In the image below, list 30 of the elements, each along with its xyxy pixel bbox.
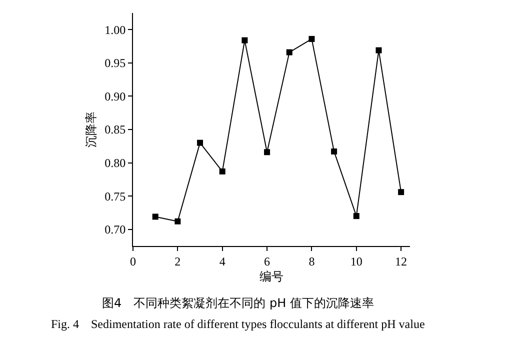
caption: 图4 不同种类絮凝剂在不同的 pH 值下的沉降速率	[102, 296, 374, 310]
x-axis-title: 编号	[260, 269, 284, 284]
x-tick-label: 4	[219, 254, 226, 268]
y-tick-label: 0.95	[104, 56, 126, 70]
x-tick-label: 2	[174, 254, 181, 268]
point	[242, 37, 248, 44]
x-tick-label: 0	[130, 254, 136, 268]
y-tick-label: 1.00	[104, 22, 126, 37]
point	[152, 214, 158, 220]
point	[398, 189, 404, 196]
y-tick-label: 0.70	[104, 222, 126, 237]
x-tick-label: 12	[395, 254, 408, 268]
x-tick-label: 10	[350, 254, 362, 268]
point	[286, 49, 292, 56]
y-tick-label: 0.80	[104, 156, 126, 170]
x-tick-label: 6	[264, 254, 270, 268]
caption: Fig. 4 Sedimentation rate of different types flocculants at different pH value	[51, 317, 425, 331]
y-tick-label: 0.90	[104, 89, 126, 104]
point	[264, 149, 270, 156]
point	[331, 148, 338, 154]
x-tick-label: 8	[308, 254, 315, 268]
point	[174, 218, 181, 224]
point	[308, 36, 315, 42]
point	[353, 213, 360, 220]
point	[197, 140, 204, 146]
y-tick-label: 0.85	[104, 122, 126, 137]
point	[219, 168, 226, 174]
y-axis-title: 沉降率	[84, 112, 98, 148]
point	[376, 47, 382, 54]
y-tick-label: 0.75	[104, 189, 126, 204]
